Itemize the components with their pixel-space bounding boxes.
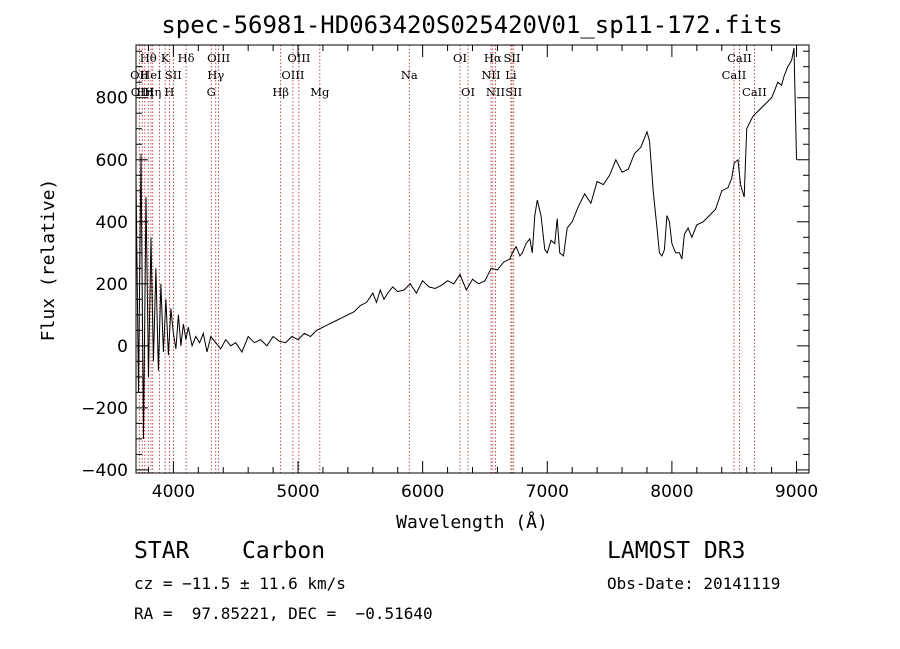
line-marker-label: CaII <box>742 85 767 99</box>
line-marker-label: OIII <box>287 51 310 65</box>
y-tick-label: 0 <box>117 337 128 357</box>
line-marker-label: CaII <box>722 68 747 82</box>
line-marker-label: NII <box>486 85 505 99</box>
line-marker-label: Na <box>401 68 418 82</box>
line-marker-label: OII <box>130 68 149 82</box>
x-axis-label: Wavelength (Å) <box>396 511 548 533</box>
x-tick-label: 7000 <box>526 482 569 502</box>
observation-date: Obs-Date: 20141119 <box>607 574 781 593</box>
line-marker-label: K <box>161 51 170 65</box>
line-marker-label: OIII <box>281 68 304 82</box>
line-marker-label: G <box>207 85 216 99</box>
line-marker-label: SII <box>505 85 522 99</box>
line-marker-label: NII <box>481 68 500 82</box>
y-tick-label: 600 <box>96 151 128 171</box>
line-marker-label: OIII <box>207 51 230 65</box>
line-marker-label: H <box>164 85 174 99</box>
y-tick-label: −200 <box>81 399 128 419</box>
x-tick-label: 5000 <box>276 482 319 502</box>
line-marker-label: Hη <box>144 85 161 99</box>
x-tick-label: 8000 <box>650 482 693 502</box>
line-marker-label: HeI <box>140 68 161 82</box>
line-marker-label: OI <box>453 51 467 65</box>
y-tick-label: 400 <box>96 213 128 233</box>
line-marker-label: Hγ <box>207 68 224 82</box>
plot-frame <box>135 44 810 474</box>
line-marker-label: CaII <box>727 51 752 65</box>
line-marker-label: Hθ <box>140 51 157 65</box>
line-marker-label: SII <box>504 51 521 65</box>
x-tick-label: 4000 <box>152 482 195 502</box>
line-marker-label: SII <box>165 68 182 82</box>
chart-title: spec-56981-HD063420S025420V01_sp11-172.f… <box>161 11 782 39</box>
y-tick-label: −400 <box>81 461 128 481</box>
y-axis-ticks: −400 −200 0 200 400 600 800 <box>81 50 809 481</box>
x-tick-label: 9000 <box>775 482 818 502</box>
line-marker-label: Hδ <box>178 51 195 65</box>
line-markers <box>138 45 755 473</box>
line-marker-label: Hα <box>484 51 502 65</box>
spectrum-line <box>135 48 797 439</box>
line-marker-label: Mg <box>310 85 330 99</box>
star-subclass: Carbon <box>242 538 326 564</box>
line-marker-label: Hη <box>136 85 153 99</box>
y-tick-label: 800 <box>96 89 128 109</box>
y-tick-label: 200 <box>96 275 128 295</box>
line-marker-label: Hβ <box>272 85 289 99</box>
line-marker-label: Li <box>505 68 517 82</box>
redshift-velocity: cz = −11.5 ± 11.6 km/s <box>134 574 346 593</box>
survey-name: LAMOST DR3 <box>607 538 746 564</box>
x-tick-label: 6000 <box>401 482 444 502</box>
line-marker-label: OI <box>461 85 475 99</box>
line-marker-labels: OIIOIIIHηHθHeIHηKHSIIHδGHγOIIIHβOIIIOIII… <box>130 51 767 99</box>
star-class: STAR <box>134 538 190 564</box>
x-axis-ticks: 4000 5000 6000 7000 8000 9000 <box>147 45 818 502</box>
coordinates: RA = 97.85221, DEC = −0.51640 <box>134 604 433 623</box>
y-axis-label: Flux (relative) <box>38 179 59 342</box>
